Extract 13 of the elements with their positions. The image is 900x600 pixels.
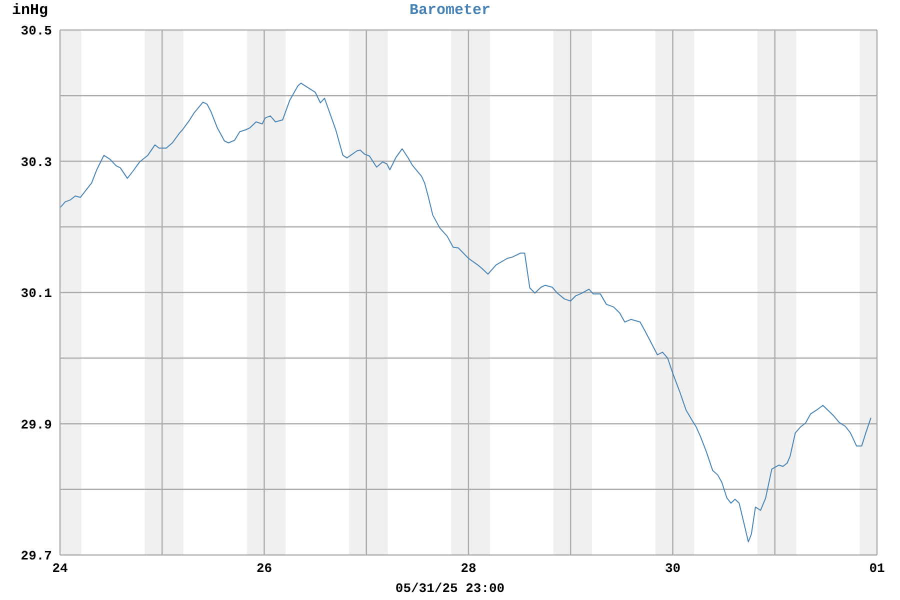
y-tick-label: 30.3 (20, 154, 52, 170)
x-tick-label: 01 (869, 561, 885, 576)
x-axis-title: 05/31/25 23:00 (394, 581, 506, 596)
y-tick-label: 30.5 (20, 24, 52, 39)
chart-title: Barometer (409, 2, 490, 19)
x-tick-label: 24 (52, 561, 68, 576)
y-axis-title: inHg (12, 2, 48, 19)
y-tick-label: 29.9 (20, 417, 52, 432)
x-tick-label: 30 (664, 561, 681, 576)
y-tick-label: 29.7 (20, 548, 52, 564)
x-tick-label: 26 (256, 561, 272, 576)
x-tick-label: 28 (460, 561, 476, 576)
y-tick-label: 30.1 (20, 286, 52, 302)
